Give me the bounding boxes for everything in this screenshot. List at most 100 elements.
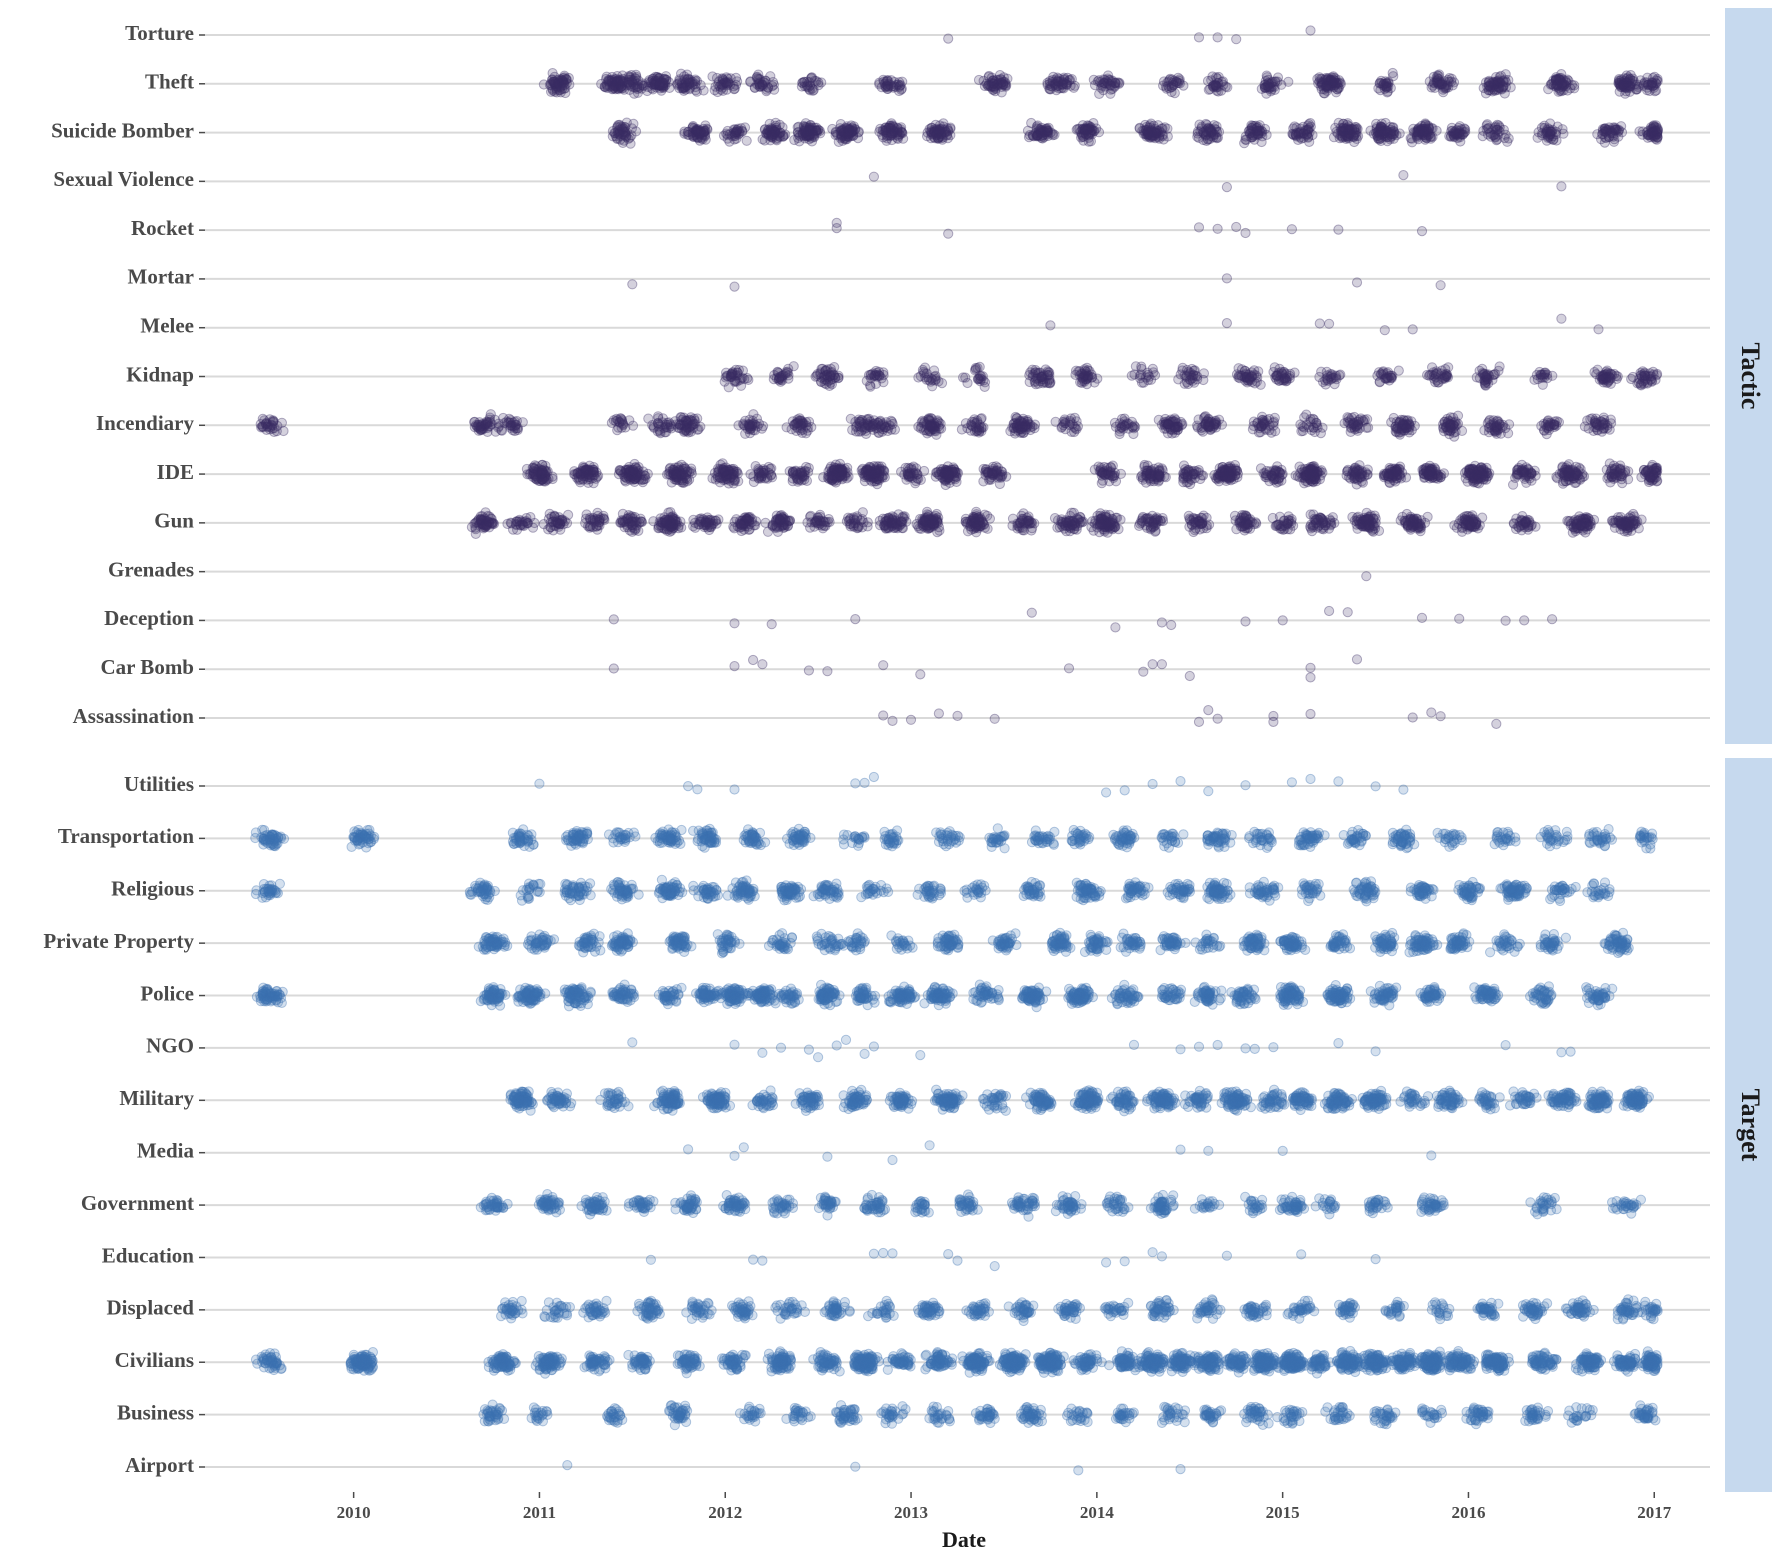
point-theft: [551, 82, 563, 93]
point-suicide-bomber: [928, 128, 939, 139]
point-kidnap: [1639, 367, 1650, 378]
point-incendiary: [508, 417, 519, 428]
point-theft: [730, 72, 742, 84]
point-suicide-bomber: [616, 123, 628, 134]
point-theft: [546, 86, 557, 97]
point-rocket: [1333, 224, 1344, 235]
point-ide: [676, 459, 687, 470]
point-kidnap: [1316, 366, 1327, 377]
point-theft: [660, 71, 672, 82]
point-incendiary: [921, 419, 932, 430]
point-theft: [555, 85, 566, 96]
point-incendiary: [744, 428, 756, 439]
point-theft: [555, 75, 566, 87]
point-ide: [1215, 466, 1227, 477]
point-theft: [549, 78, 560, 89]
point-kidnap: [1481, 369, 1492, 381]
point-ide: [672, 472, 683, 483]
point-kidnap: [721, 367, 732, 378]
point-theft: [549, 79, 561, 90]
point-torture: [1193, 32, 1205, 43]
point-suicide-bomber: [1384, 134, 1396, 145]
point-suicide-bomber: [626, 130, 637, 141]
point-kidnap: [774, 372, 785, 383]
point-incendiary: [693, 424, 704, 435]
point-kidnap: [1042, 366, 1053, 377]
point-incendiary: [469, 422, 480, 433]
point-suicide-bomber: [886, 128, 897, 139]
point-ide: [910, 475, 922, 487]
point-incendiary: [1497, 421, 1508, 432]
point-incendiary: [1304, 422, 1315, 433]
point-ide: [829, 471, 840, 482]
point-theft: [552, 74, 563, 86]
point-theft: [1442, 80, 1453, 91]
point-incendiary: [1351, 421, 1362, 432]
point-theft: [1107, 83, 1118, 95]
point-incendiary: [1060, 418, 1071, 429]
point-theft: [1262, 81, 1273, 92]
point-ide: [575, 477, 586, 488]
point-theft: [551, 84, 562, 95]
point-suicide-bomber: [1261, 129, 1272, 140]
point-incendiary: [789, 420, 800, 431]
point-rocket: [1416, 226, 1428, 237]
point-mortar: [729, 281, 740, 292]
point-rocket: [831, 223, 842, 234]
point-kidnap: [1235, 370, 1246, 381]
point-ide: [1178, 460, 1190, 471]
point-ide: [981, 464, 992, 475]
point-theft: [552, 79, 563, 90]
point-incendiary: [974, 419, 985, 430]
point-theft: [538, 79, 550, 90]
point-theft: [547, 83, 558, 95]
point-mortar: [1221, 273, 1233, 284]
point-kidnap: [1269, 362, 1280, 373]
point-kidnap: [1084, 366, 1095, 377]
point-kidnap: [1322, 374, 1333, 385]
point-kidnap: [919, 362, 931, 373]
point-kidnap: [743, 374, 754, 385]
point-kidnap: [1183, 378, 1194, 390]
point-incendiary: [877, 424, 888, 435]
point-suicide-bomber: [771, 132, 783, 144]
point-ide: [621, 473, 633, 484]
point-melee: [1221, 318, 1233, 329]
point-incendiary: [613, 422, 624, 433]
point-theft: [1618, 80, 1629, 91]
point-theft: [554, 75, 565, 86]
point-torture: [1231, 34, 1242, 45]
point-kidnap: [962, 377, 973, 389]
point-sexual-violence: [1221, 182, 1233, 193]
point-kidnap: [1439, 373, 1450, 384]
point-incendiary: [1126, 416, 1138, 427]
point-kidnap: [1605, 378, 1616, 389]
point-suicide-bomber: [1616, 121, 1627, 132]
point-ide: [528, 467, 540, 478]
point-incendiary: [933, 417, 945, 428]
point-theft: [1050, 81, 1062, 92]
point-theft: [561, 74, 572, 85]
point-theft: [560, 87, 571, 99]
point-incendiary: [758, 421, 769, 432]
point-ide: [538, 476, 549, 487]
point-rocket: [943, 228, 954, 239]
point-incendiary: [1011, 413, 1023, 424]
point-theft: [894, 80, 905, 91]
point-ide: [639, 470, 650, 481]
point-suicide-bomber: [1426, 123, 1437, 134]
point-kidnap: [1537, 372, 1548, 383]
point-ide: [1178, 473, 1189, 484]
point-sexual-violence: [868, 171, 880, 182]
point-theft: [551, 87, 562, 98]
point-kidnap: [867, 368, 879, 379]
point-theft: [553, 77, 564, 88]
point-suicide-bomber: [847, 122, 858, 133]
point-theft: [550, 81, 562, 92]
point-kidnap: [1642, 377, 1653, 388]
point-theft: [1488, 79, 1499, 90]
point-melee: [1324, 318, 1335, 329]
point-rocket: [1193, 222, 1205, 233]
point-theft: [557, 75, 568, 86]
point-incendiary: [1204, 420, 1215, 431]
